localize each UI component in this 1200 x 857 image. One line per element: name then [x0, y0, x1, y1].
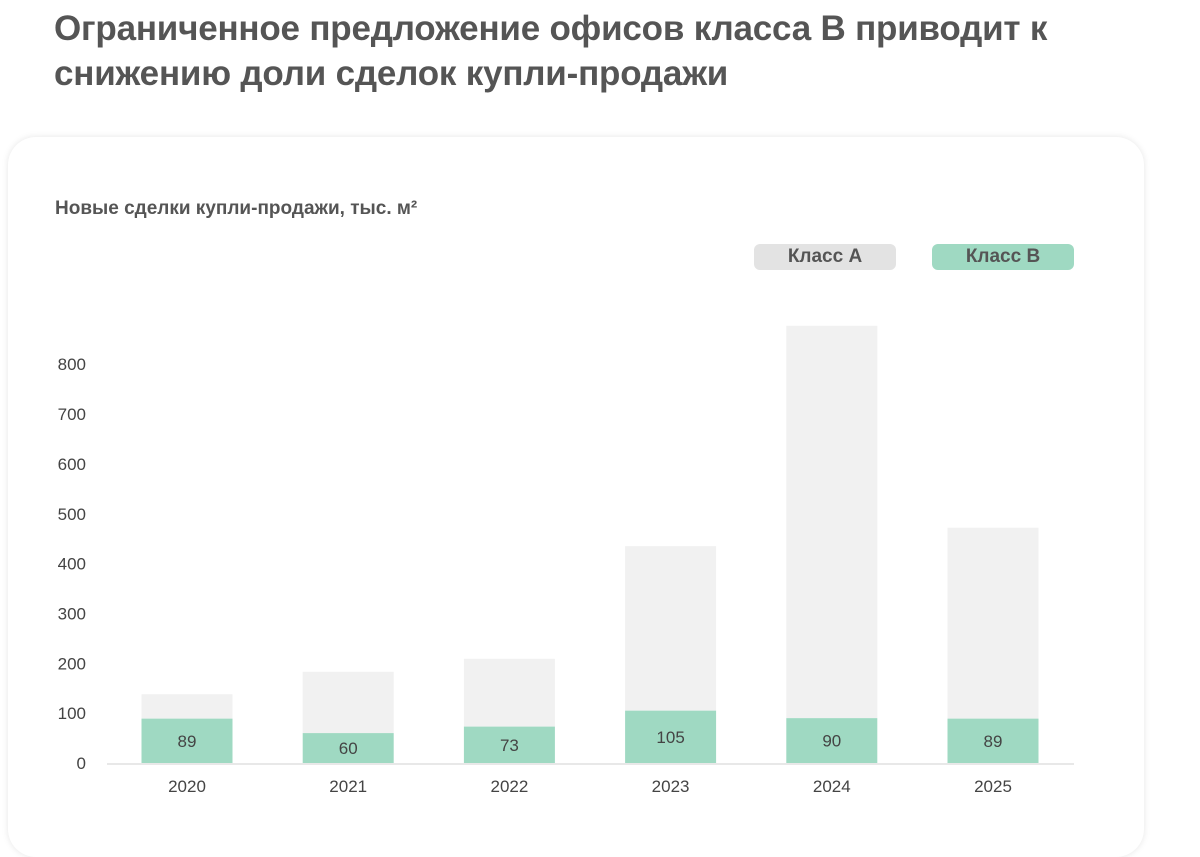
x-tick-label: 2020	[168, 777, 206, 796]
data-label-class-b-2025: 89	[984, 732, 1003, 751]
data-label-class-b-2020: 89	[178, 732, 197, 751]
x-tick-label: 2024	[813, 777, 851, 796]
y-tick-label: 200	[58, 654, 86, 673]
legend-class-a: Класс А	[754, 244, 896, 270]
x-tick-label: 2022	[490, 777, 528, 796]
x-tick-label: 2025	[974, 777, 1012, 796]
bar-class-a-2023	[625, 546, 717, 711]
bar-class-a-2020	[141, 694, 233, 719]
bar-class-a-2024	[786, 325, 878, 719]
page-title: Ограниченное предложение офисов класса В…	[54, 9, 1048, 93]
x-tick-label: 2023	[652, 777, 690, 796]
y-tick-label: 600	[58, 455, 86, 474]
y-tick-label: 800	[58, 355, 86, 374]
data-label-class-b-2024: 90	[822, 732, 841, 751]
chart-title: Новые сделки купли-продажи, тыс. м²	[55, 198, 418, 219]
legend-class-b: Класс В	[932, 244, 1074, 270]
y-tick-label: 300	[58, 604, 86, 623]
y-tick-label: 500	[58, 505, 86, 524]
x-tick-label: 2021	[329, 777, 367, 796]
data-label-class-b-2021: 60	[339, 739, 358, 758]
bar-class-b-2022	[463, 726, 555, 763]
bar-class-a-2022	[463, 658, 555, 727]
y-tick-label: 0	[77, 754, 86, 773]
y-tick-label: 400	[58, 555, 86, 574]
stacked-bar-chart: 0 100 200 300 400 500 600 700 800 89 2020 60 2021 73 2…	[58, 325, 1074, 796]
data-label-class-b-2023: 105	[656, 728, 684, 747]
bar-class-b-2025	[947, 718, 1039, 763]
bar-class-b-2020	[141, 718, 233, 763]
bar-class-a-2025	[947, 527, 1039, 719]
bar-class-b-2021	[302, 733, 394, 763]
y-tick-label: 100	[58, 704, 86, 723]
bar-class-b-2024	[786, 718, 878, 763]
y-tick-label: 700	[58, 405, 86, 424]
bar-class-a-2021	[302, 671, 394, 734]
data-label-class-b-2022: 73	[500, 736, 519, 755]
bar-class-b-2023	[625, 710, 717, 763]
